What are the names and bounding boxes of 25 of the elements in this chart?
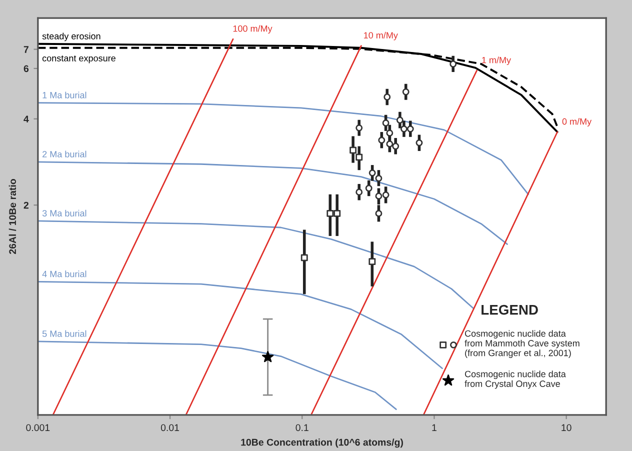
legend-label: Cosmogenic nuclide data from Mammoth Cave system (from Granger et al., 2001) [464, 330, 580, 358]
x-tick-label: 0.01 [160, 424, 180, 432]
x-tick-label: 0.001 [26, 424, 50, 432]
legend-label: Cosmogenic nuclide data from Crystal Onyx Cave [464, 370, 566, 389]
y-tick-label: 7 [24, 46, 28, 53]
series-label: 1 Ma burial [42, 92, 86, 98]
series-label: steady erosion [42, 32, 100, 42]
series-label: 5 Ma burial [42, 330, 86, 337]
series-label: 4 Ma burial [42, 270, 86, 278]
x-tick-label: 0.1 [296, 424, 308, 432]
series-label: 100 m/My [233, 25, 272, 34]
x-tick-label: 10 [562, 424, 572, 432]
series-label: 10 m/My [364, 32, 398, 40]
y-axis-title: 26Al / 10Be ratio [8, 179, 16, 254]
x-axis-title: 10Be Concentration (10^6 atoms/g) [241, 438, 403, 448]
series-label: 2 Ma burial [42, 150, 86, 158]
series-label: 3 Ma burial [42, 210, 86, 216]
series-label: 1 m/My [482, 56, 512, 66]
legend-title: LEGEND [482, 304, 538, 315]
y-tick-label: 6 [24, 65, 29, 72]
x-tick-label: 1 [432, 424, 436, 431]
y-tick-label: 2 [24, 202, 29, 209]
series-label: 0 m/My [562, 118, 592, 126]
y-tick-label: 4 [24, 116, 29, 122]
series-label: constant exposure [42, 55, 116, 64]
